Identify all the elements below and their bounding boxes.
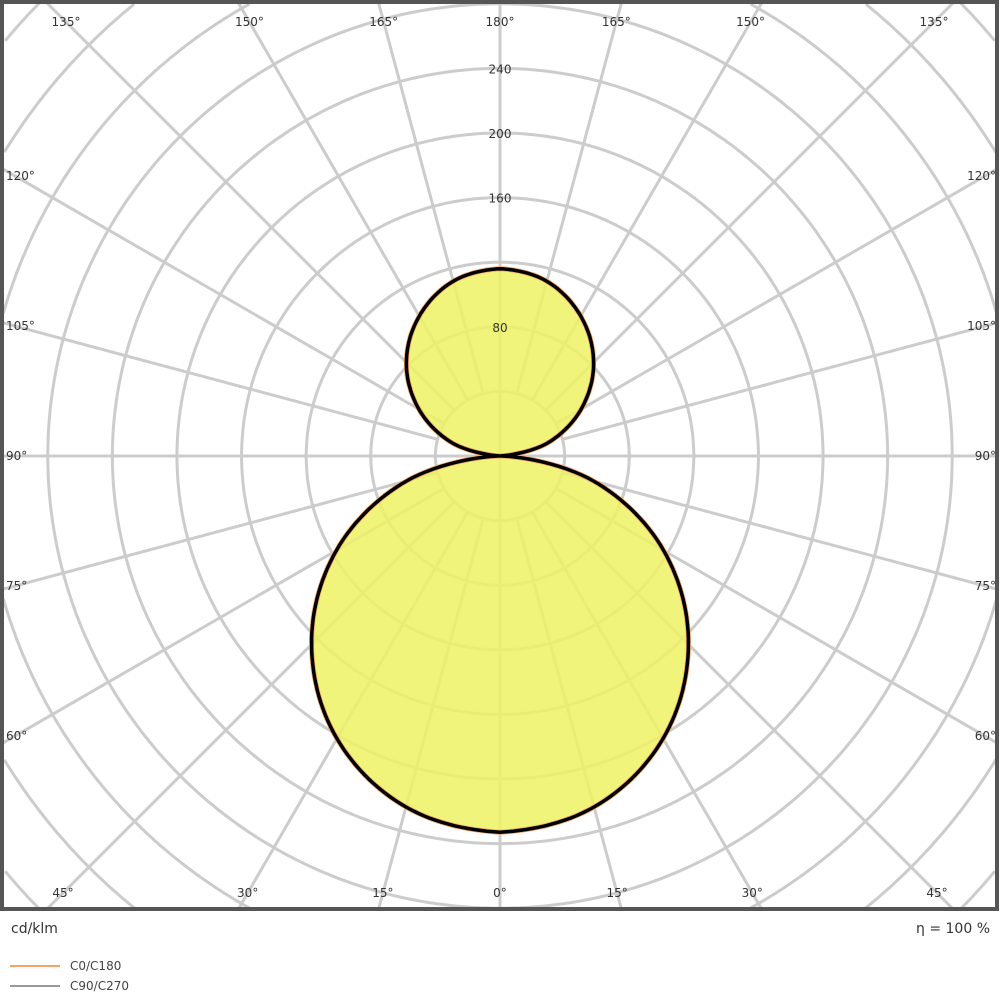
series-c90-c270 (309, 266, 691, 835)
grid-spoke (544, 1, 955, 412)
legend-swatch (10, 965, 60, 967)
angle-tick-label: 135° (52, 15, 81, 29)
angle-tick-label: 150° (235, 15, 264, 29)
angle-tick-label: 30° (742, 886, 763, 900)
grid-spoke (2, 471, 438, 591)
angle-tick-label: 120° (6, 169, 35, 183)
grid-ring (1, 2, 999, 910)
angle-tick-label: 90° (6, 449, 27, 463)
intensity-fill (311, 268, 689, 833)
legend-item-c0: C0/C180 (10, 956, 129, 976)
angle-tick-label: 120° (967, 169, 996, 183)
grid-spoke (555, 167, 998, 425)
angle-tick-label: 150° (736, 15, 765, 29)
grid-spoke (562, 471, 998, 591)
legend: C0/C180 C90/C270 (10, 956, 129, 996)
angle-tick-label: 90° (975, 449, 996, 463)
angle-tick-label: 15° (372, 886, 393, 900)
grid-spoke (45, 1, 456, 412)
radial-tick-label: 200 (489, 127, 512, 141)
efficiency-label: η = 100 % (916, 921, 990, 937)
legend-swatch (10, 985, 60, 987)
angle-tick-label: 135° (920, 15, 949, 29)
angle-tick-label: 75° (975, 579, 996, 593)
grid-spoke (562, 321, 998, 441)
angle-tick-label: 15° (606, 886, 627, 900)
angle-tick-label: 45° (52, 886, 73, 900)
angle-tick-label: 60° (975, 729, 996, 743)
polar-chart: 80 160 200 240 0° 15° 15° 30° 30° 45° 45° 60° 60° 75°… (0, 0, 999, 911)
radial-tick-label: 80 (492, 321, 507, 335)
legend-item-c90: C90/C270 (10, 976, 129, 996)
angle-tick-label: 165° (602, 15, 631, 29)
angle-tick-label: 180° (486, 15, 515, 29)
grid-ring (3, 3, 997, 909)
radial-tick-label: 160 (489, 192, 512, 206)
angle-tick-label: 75° (6, 579, 27, 593)
angle-tick-label: 60° (6, 729, 27, 743)
grid-ring (3, 2, 997, 910)
legend-label: C90/C270 (70, 979, 129, 993)
angle-tick-label: 0° (493, 886, 507, 900)
angle-tick-label: 105° (967, 319, 996, 333)
angle-tick-label: 45° (926, 886, 947, 900)
grid-spoke (2, 167, 445, 425)
angle-tick-label: 165° (369, 15, 398, 29)
radial-tick-label: 240 (489, 62, 512, 76)
grid-spoke (2, 321, 438, 441)
plot-frame (0, 0, 999, 911)
angle-tick-label: 105° (6, 319, 35, 333)
unit-label: cd/klm (11, 921, 58, 937)
angle-tick-label: 30° (237, 886, 258, 900)
legend-label: C0/C180 (70, 959, 122, 973)
